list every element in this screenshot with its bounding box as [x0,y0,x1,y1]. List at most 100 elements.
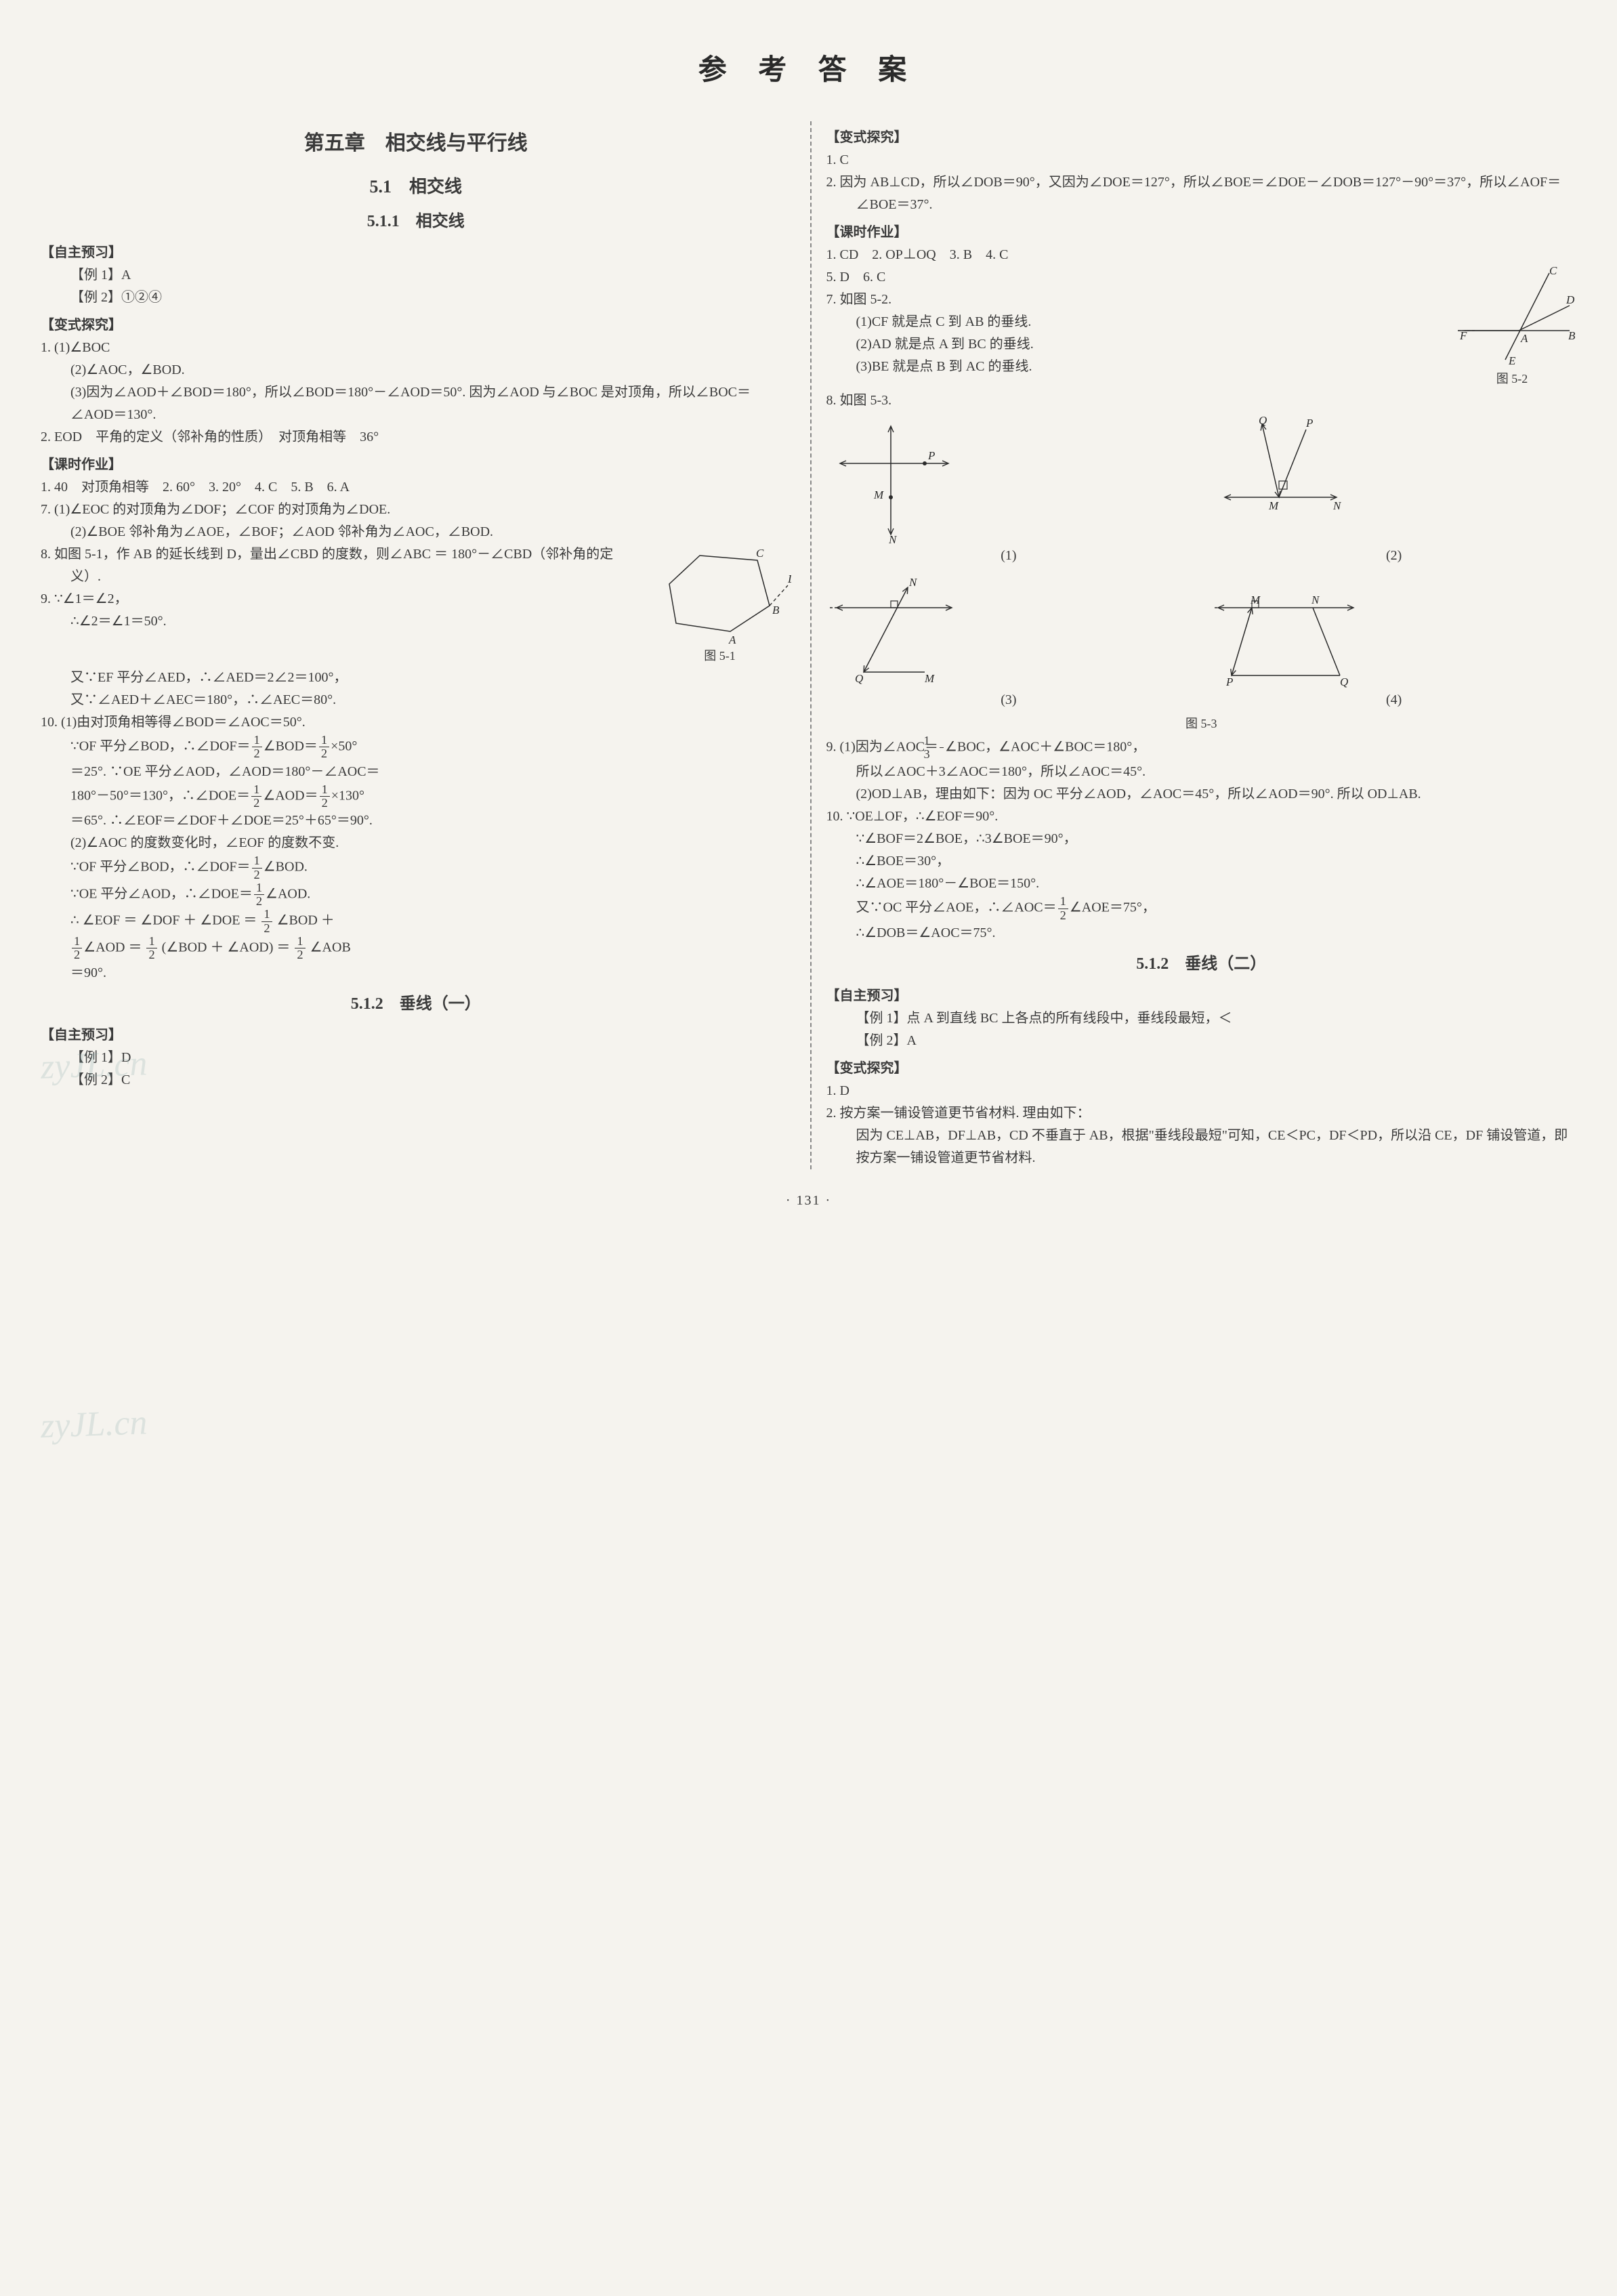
answer-line: 所以∠AOC＋3∠AOC＝180°，所以∠AOC＝45°. [826,761,1577,783]
answer-line: ∵OF 平分∠BOD，∴∠DOF＝12∠BOD＝12×50° [41,734,791,761]
chapter-heading: 第五章 相交线与平行线 [41,127,791,161]
sub-label: (1) [826,545,1192,567]
answer-line: 180°－50°＝130°，∴∠DOE＝12∠AOD＝12×130° [41,783,791,810]
answer-line: 又∵∠AED＋∠AEC＝180°，∴∠AEC＝80°. [41,689,791,711]
answer-line: 【例 1】点 A 到直线 BC 上各点的所有线段中，垂线段最短，＜ [826,1007,1577,1030]
answer-line: 7. 如图 5-2. [826,289,1442,311]
page-title: 参 考 答 案 [41,47,1576,94]
answer-line: 8. 如图 5-1，作 AB 的延长线到 D，量出∠CBD 的度数，则∠ABC … [41,543,642,588]
right-column: 【变式探究】 1. C 2. 因为 AB⊥CD，所以∠DOB＝90°，又因为∠D… [810,121,1577,1169]
sub-label: (2) [1211,545,1576,567]
answer-line: 又∵EF 平分∠AED，∴∠AED＝2∠2＝100°， [41,667,791,689]
svg-text:C: C [756,547,764,560]
answer-line: 10. (1)由对顶角相等得∠BOD＝∠AOC＝50°. [41,711,791,734]
answer-line: 1. (1)∠BOC [41,337,791,359]
answer-line: 2. 因为 AB⊥CD，所以∠DOB＝90°，又因为∠DOE＝127°，所以∠B… [826,171,1577,216]
answer-line: 【例 2】C [41,1069,791,1091]
answer-line: 7. (1)∠EOC 的对顶角为∠DOF；∠COF 的对顶角为∠DOE. [41,499,791,521]
answer-line: ∴∠2＝∠1＝50°. [41,610,642,633]
answer-line: 2. EOD 平角的定义（邻补角的性质） 对顶角相等 36° [41,426,791,448]
figure-5-3-grid: PMN (1) QPMN (2) NQM (3) MNPQ (4) [826,416,1577,711]
svg-text:D: D [1566,293,1575,306]
svg-text:N: N [888,533,898,545]
figure-with-text: 8. 如图 5-1，作 AB 的延长线到 D，量出∠CBD 的度数，则∠ABC … [41,543,791,667]
svg-text:E: E [1508,354,1516,367]
sub-label: (4) [1211,689,1576,711]
svg-text:N: N [1332,499,1342,512]
answer-line: (1)CF 就是点 C 到 AB 的垂线. [826,311,1442,333]
answer-line: 8. 如图 5-3. [826,390,1577,412]
watermark: zyJL.cn [40,1394,148,1455]
answer-line: (3)因为∠AOD＋∠BOD＝180°，所以∠BOD＝180°－∠AOD＝50°… [41,381,791,426]
answer-line: 10. ∵OE⊥OF，∴∠EOF＝90°. [826,806,1577,828]
svg-text:Q: Q [1340,675,1348,688]
figure-5-1: C D B A 图 5-1 [649,543,791,667]
answer-line: (2)∠BOE 邻补角为∠AOE，∠BOF；∠AOD 邻补角为∠AOC，∠BOD… [41,521,791,543]
figure-caption: 图 5-1 [649,646,791,667]
figure-5-3-2: QPMN (2) [1211,416,1576,567]
answer-line: (2)∠AOC 的度数变化时，∠EOF 的度数不变. [41,832,791,854]
section-tag: 【变式探究】 [826,127,1577,149]
subsection-heading: 5.1.1 相交线 [41,209,791,236]
svg-text:B: B [1568,329,1576,342]
answer-line: ＝65°. ∴∠EOF＝∠DOF＋∠DOE＝25°＋65°＝90°. [41,810,791,832]
svg-text:N: N [908,576,918,589]
svg-text:D: D [787,572,791,585]
svg-text:N: N [1311,593,1320,606]
svg-text:A: A [728,633,736,645]
answer-line: (2)AD 就是点 A 到 BC 的垂线. [826,333,1442,356]
svg-text:P: P [1225,675,1233,688]
section-tag: 【自主预习】 [41,242,791,264]
answer-line: 又∵OC 平分∠AOE，∴∠AOC＝12∠AOE＝75°， [826,895,1577,922]
svg-text:C: C [1549,266,1557,277]
answer-line: (3)BE 就是点 B 到 AC 的垂线. [826,356,1442,378]
svg-text:M: M [1268,499,1279,512]
answer-line: ∴∠BOE＝30°， [826,850,1577,873]
section-tag: 【课时作业】 [41,454,791,476]
section-tag: 【自主预习】 [826,985,1577,1007]
answer-line: 9. (1)因为∠AOC＝13∠BOC，∠AOC＋∠BOC＝180°， [826,734,1577,761]
subsection-heading: 5.1.2 垂线（二） [826,951,1577,978]
figure-5-2: C D B A F E 图 5-2 [1448,266,1576,390]
answer-line: 【例 1】D [41,1047,791,1069]
svg-text:M: M [873,488,884,501]
section-tag: 【变式探究】 [826,1058,1577,1080]
sub-label: (3) [826,689,1192,711]
left-column: 第五章 相交线与平行线 5.1 相交线 5.1.1 相交线 【自主预习】 【例 … [41,121,791,1169]
answer-line: 1. 40 对顶角相等 2. 60° 3. 20° 4. C 5. B 6. A [41,476,791,499]
answer-line: 1. C [826,149,1577,171]
figure-caption: 图 5-2 [1448,369,1576,390]
answer-line: 5. D 6. C [826,266,1442,289]
section-tag: 【自主预习】 [41,1024,791,1047]
content-columns: 第五章 相交线与平行线 5.1 相交线 5.1.1 相交线 【自主预习】 【例 … [41,121,1576,1169]
answer-line: ∵∠BOF＝2∠BOE，∴3∠BOE＝90°， [826,828,1577,850]
figure-caption: 图 5-3 [826,714,1577,734]
svg-text:P: P [1305,417,1313,430]
svg-text:B: B [772,604,780,617]
answer-line: (2)OD⊥AB，理由如下：因为 OC 平分∠AOD，∠AOC＝45°，所以∠A… [826,783,1577,806]
figure-5-3-1: P M N (1) [826,416,1192,567]
section-tag: 【变式探究】 [41,314,791,337]
answer-line: 因为 CE⊥AB，DF⊥AB，CD 不垂直于 AB，根据"垂线段最短"可知，CE… [826,1125,1577,1169]
answer-line: ∴∠DOB＝∠AOC＝75°. [826,922,1577,944]
answer-line: ∵OE 平分∠AOD，∴∠DOE＝12∠AOD. [41,881,791,909]
svg-text:M: M [1250,593,1261,606]
answer-line: ∴∠AOE＝180°－∠BOE＝150°. [826,873,1577,895]
answer-line: ∴ ∠EOF ＝ ∠DOF ＋ ∠DOE ＝ 12 ∠BOD ＋ [41,908,791,935]
page-number: · 131 · [41,1190,1576,1212]
answer-line: 【例 2】A [826,1030,1577,1052]
svg-text:P: P [927,449,935,462]
section-tag: 【课时作业】 [826,222,1577,244]
figure-with-text: 5. D 6. C 7. 如图 5-2. (1)CF 就是点 C 到 AB 的垂… [826,266,1577,390]
answer-line: ∵OF 平分∠BOD，∴∠DOF＝12∠BOD. [41,854,791,881]
figure-5-3-3: NQM (3) [826,574,1192,711]
svg-text:F: F [1459,329,1467,342]
answer-line: (2)∠AOC，∠BOD. [41,359,791,381]
answer-line: ＝25°. ∵OE 平分∠AOD，∠AOD＝180°－∠AOC＝ [41,761,791,783]
answer-line: 【例 2】①②④ [41,287,791,309]
subsection-heading: 5.1.2 垂线（一） [41,991,791,1018]
svg-text:Q: Q [855,672,863,685]
answer-line: 12∠AOD ＝ 12 (∠BOD ＋ ∠AOD) ＝ 12 ∠AOB [41,935,791,962]
svg-text:A: A [1520,332,1528,345]
answer-line: 1. CD 2. OP⊥OQ 3. B 4. C [826,244,1577,266]
